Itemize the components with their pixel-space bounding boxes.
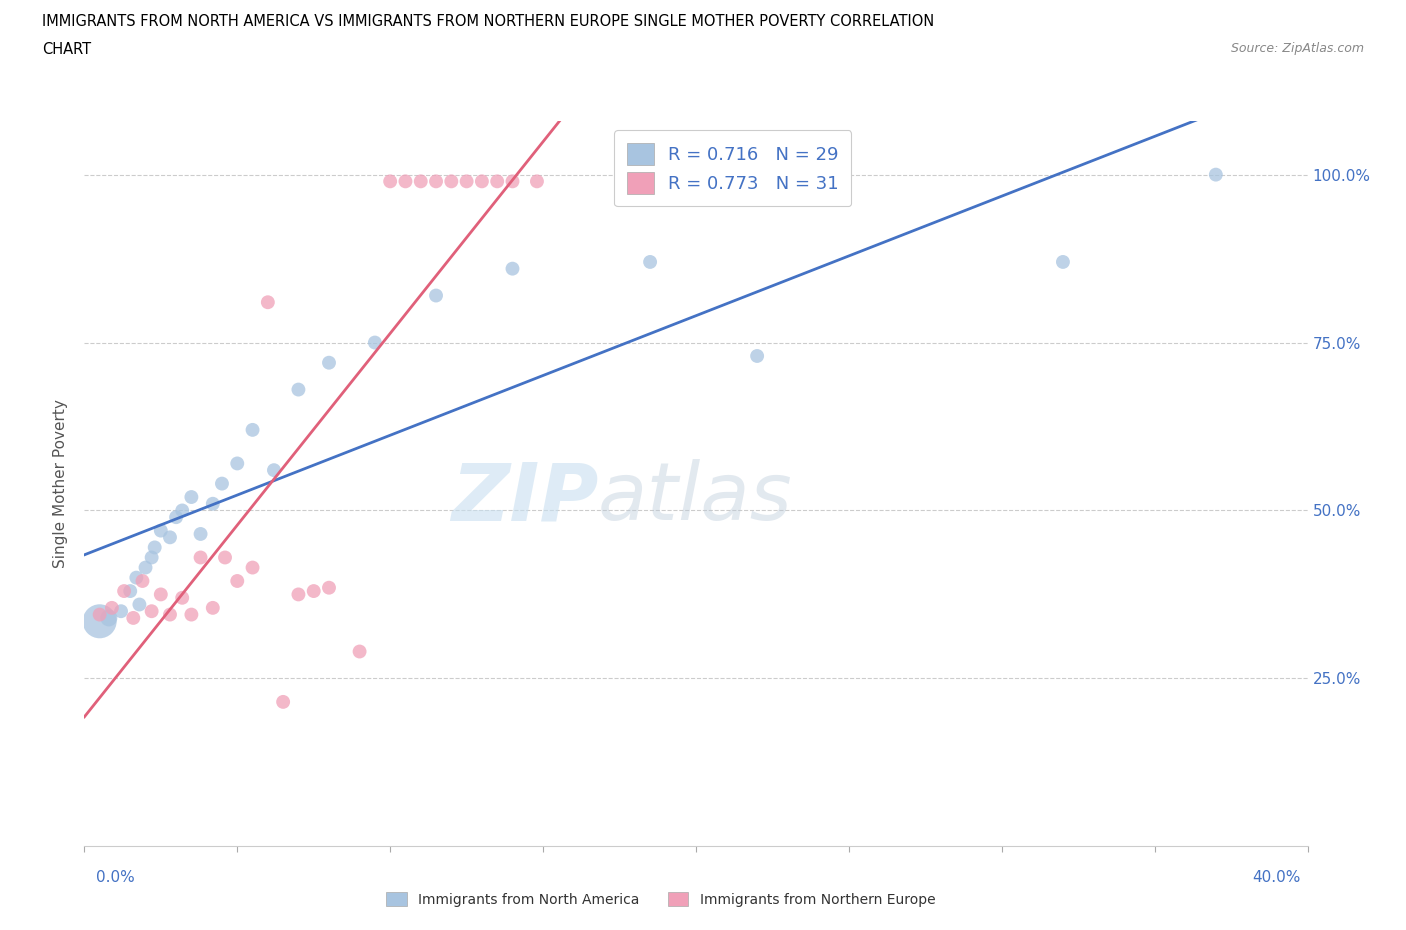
Text: ZIP: ZIP (451, 459, 598, 538)
Point (394, 174, 416, 189)
Point (747, 349, 769, 364)
Point (149, 587, 172, 602)
Point (226, 574, 249, 589)
Point (97, 610, 120, 625)
Point (165, 510, 187, 525)
Point (526, 174, 548, 189)
Point (242, 560, 264, 575)
Point (1052, 255, 1074, 270)
Point (318, 580, 340, 595)
Point (149, 524, 172, 538)
Point (172, 503, 194, 518)
Point (101, 601, 124, 616)
Point (89, 607, 111, 622)
Text: CHART: CHART (42, 42, 91, 57)
Point (287, 382, 309, 397)
Point (211, 476, 233, 491)
Point (226, 456, 249, 471)
Point (425, 174, 447, 189)
Text: 40.0%: 40.0% (1253, 870, 1301, 884)
Point (364, 335, 387, 350)
Point (302, 584, 325, 599)
Point (502, 261, 524, 276)
Point (159, 530, 181, 545)
Point (638, 255, 661, 270)
Point (349, 644, 371, 659)
Point (159, 607, 181, 622)
Point (440, 174, 463, 189)
Point (201, 601, 224, 616)
Point (190, 550, 212, 565)
Point (125, 570, 148, 585)
Point (122, 610, 145, 625)
Point (409, 174, 432, 189)
Point (120, 584, 142, 599)
Point (110, 604, 132, 618)
Point (141, 604, 163, 618)
Point (214, 550, 236, 565)
Point (190, 526, 212, 541)
Point (112, 584, 135, 599)
Point (180, 489, 202, 504)
Point (201, 497, 224, 512)
Point (456, 174, 478, 189)
Point (1205, 167, 1227, 182)
Point (141, 550, 163, 565)
Point (287, 587, 309, 602)
Point (502, 174, 524, 189)
Point (257, 295, 280, 310)
Point (89, 614, 111, 629)
Legend: R = 0.716   N = 29, R = 0.773   N = 31: R = 0.716 N = 29, R = 0.773 N = 31 (614, 130, 852, 206)
Point (143, 540, 166, 555)
Point (425, 288, 447, 303)
Point (128, 597, 150, 612)
Point (271, 695, 294, 710)
Point (131, 574, 153, 589)
Text: 0.0%: 0.0% (96, 870, 135, 884)
Point (172, 591, 194, 605)
Point (180, 607, 202, 622)
Y-axis label: Single Mother Poverty: Single Mother Poverty (53, 399, 69, 568)
Point (135, 560, 157, 575)
Legend: Immigrants from North America, Immigrants from Northern Europe: Immigrants from North America, Immigrant… (380, 885, 942, 914)
Point (486, 174, 509, 189)
Point (380, 174, 402, 189)
Text: Source: ZipAtlas.com: Source: ZipAtlas.com (1230, 42, 1364, 55)
Text: atlas: atlas (598, 459, 793, 538)
Text: IMMIGRANTS FROM NORTH AMERICA VS IMMIGRANTS FROM NORTHERN EUROPE SINGLE MOTHER P: IMMIGRANTS FROM NORTH AMERICA VS IMMIGRA… (42, 14, 935, 29)
Point (471, 174, 494, 189)
Point (318, 355, 340, 370)
Point (263, 463, 285, 478)
Point (242, 422, 264, 437)
